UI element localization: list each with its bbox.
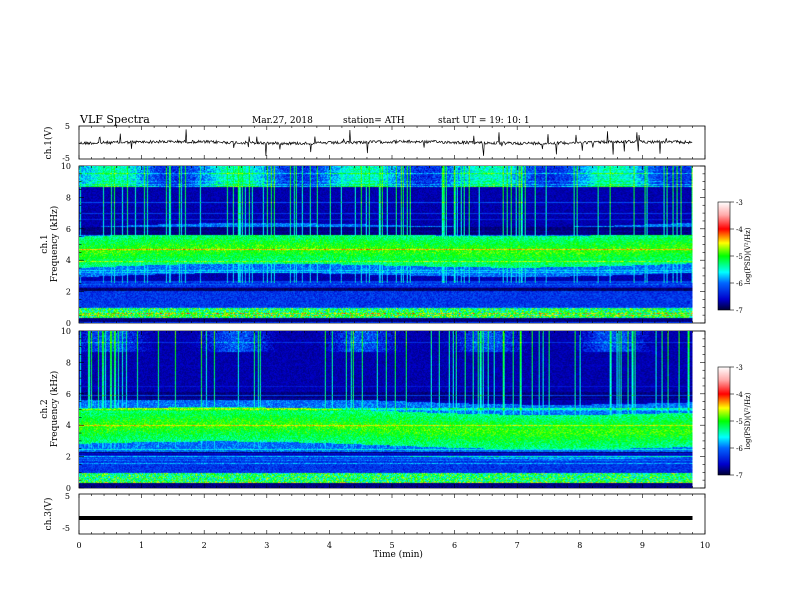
frequency-tick-label: 2 [66,453,71,462]
ch3-ytick-5: 5 [65,492,70,501]
colorbar-ch1-label: log(PSD)(V²/Hz) [744,227,752,284]
colorbar-tick-label: -5 [736,253,743,261]
colorbar-tick-label: -3 [736,199,743,207]
ch2-spectrogram-panel: 0 2 4 6 8 10 ch.2 Frequency (kHz) [40,327,706,493]
frequency-tick-label: 10 [61,162,71,171]
ch2-spectrogram-image [79,331,693,488]
colorbar-ch2-label: log(PSD)(V²/Hz) [744,392,752,449]
colorbar-tick-label: -6 [736,280,743,288]
ch3-waveform-trace [79,516,693,520]
x-tick-label: 7 [515,541,520,550]
x-tick-label: 10 [700,541,710,550]
colorbar-ch2: -3 -4 -5 -6 -7 log(PSD)(V²/Hz) [717,364,752,480]
x-tick-label: 2 [202,541,207,550]
colorbar-tick-label: -7 [736,472,743,480]
ch2-spectrogram-channel-label: ch.2 [40,399,50,418]
x-tick-label: 5 [389,541,394,550]
colorbar-ch1: -3 -4 -5 -6 -7 log(PSD)(V²/Hz) [717,199,752,315]
frequency-tick-label: 6 [66,225,71,234]
frequency-tick-label: 10 [61,327,71,336]
x-tick-label: 4 [327,541,332,550]
frequency-tick-label: 0 [66,319,71,328]
x-tick-label: 1 [139,541,144,550]
ch3-ytick-neg5: -5 [62,524,70,533]
x-tick-label: 6 [452,541,457,550]
ch1-spectrogram-channel-label: ch.1 [40,234,50,253]
ch1-ytick-5: 5 [65,122,70,131]
frequency-tick-label: 0 [66,484,71,493]
colorbar-tick-label: -4 [736,391,743,399]
colorbar-tick-label: -6 [736,445,743,453]
colorbar-tick-label: -3 [736,364,743,372]
ch1-frequency-ylabel: Frequency (kHz) [49,206,60,283]
ch1-voltage-ylabel: ch.1(V) [43,127,54,160]
x-tick-label: 0 [76,541,81,550]
ch2-frequency-ylabel: Frequency (kHz) [49,371,60,448]
ch1-waveform-trace [78,129,693,156]
station-label: station= ATH [343,116,405,126]
colorbar-tick-label: -4 [736,226,743,234]
start-ut-label: start UT = 19: 10: 1 [438,116,530,126]
x-tick-label: 8 [577,541,582,550]
frequency-tick-label: 4 [66,256,71,265]
x-tick-label: 9 [640,541,645,550]
ch3-waveform-panel: 5 -5 ch.3(V) [43,492,706,535]
frequency-tick-label: 6 [66,390,71,399]
colorbar-tick-label: -7 [736,307,743,315]
ch1-spectrogram-image [79,166,693,323]
ch1-spectrogram-panel: 0 2 4 6 8 10 ch.1 Frequency (kHz) [40,162,706,328]
frequency-tick-label: 4 [66,421,71,430]
ch3-voltage-ylabel: ch.3(V) [43,498,54,531]
frequency-tick-label: 8 [66,193,71,202]
figure-title: VLF Spectra [79,113,150,126]
time-xlabel: Time (min) [373,549,423,560]
ch1-ytick-neg5: -5 [62,154,70,163]
x-tick-label: 3 [264,541,269,550]
date-label: Mar.27, 2018 [252,116,313,126]
frequency-tick-label: 8 [66,358,71,367]
colorbar-tick-label: -5 [736,418,743,426]
ch1-waveform-panel: 5 -5 ch.1(V) [43,122,706,163]
frequency-tick-label: 2 [66,288,71,297]
